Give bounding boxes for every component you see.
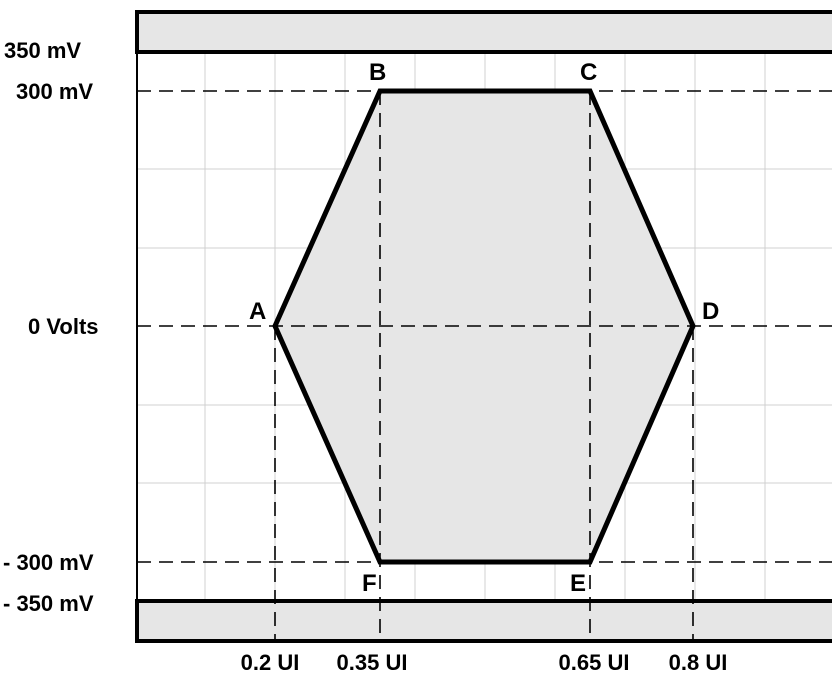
y-label-350mv: 350 mV [4,38,81,63]
upper-limit-bar [135,10,832,54]
vertex-label-f: F [362,570,377,597]
y-label-0-volts: 0 Volts [28,314,99,339]
x-label-0-2ui: 0.2 UI [241,650,300,675]
x-label-0-65ui: 0.65 UI [559,650,630,675]
y-label-neg350mv: - 350 mV [3,591,94,616]
x-label-0-8ui: 0.8 UI [669,650,728,675]
x-label-0-35ui: 0.35 UI [337,650,408,675]
vertex-label-c: C [580,59,597,86]
lower-limit-bar [135,599,832,643]
y-label-300mv: 300 mV [16,79,93,104]
reference-lines [137,90,832,641]
y-label-neg300mv: - 300 mV [3,550,94,575]
vertex-label-d: D [702,298,719,325]
vertex-label-e: E [570,570,586,597]
vertex-label-a: A [249,298,266,325]
vertex-label-b: B [369,59,386,86]
